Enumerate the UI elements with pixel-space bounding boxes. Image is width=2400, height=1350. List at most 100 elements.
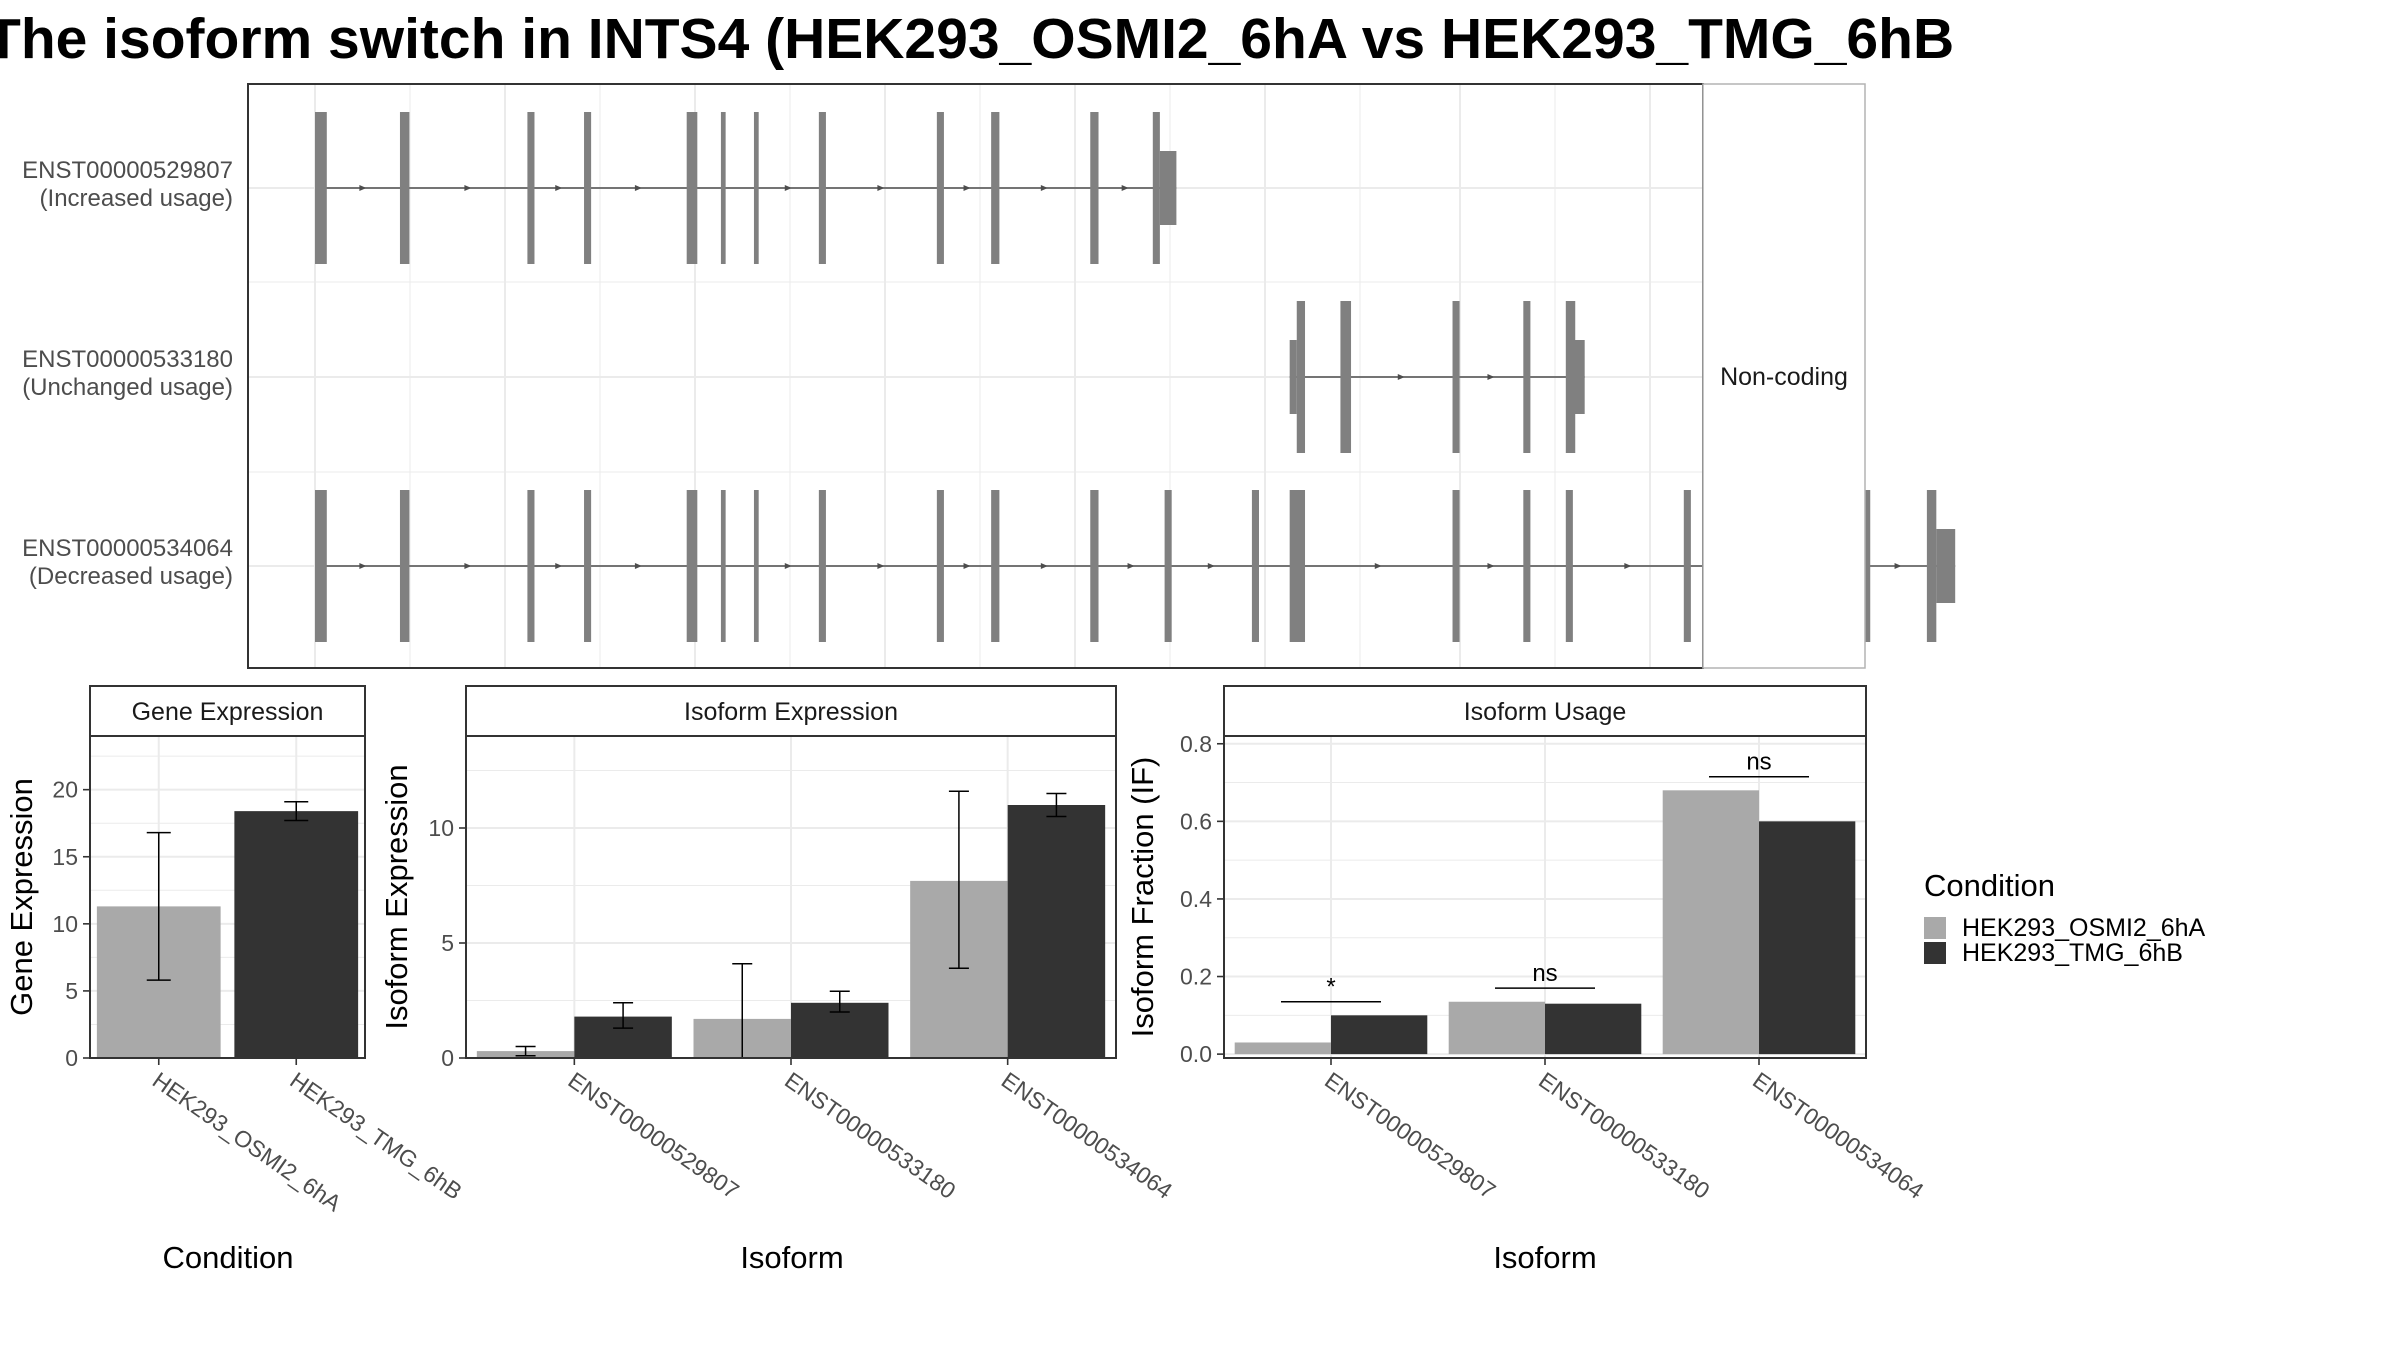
transcript-structure-panel: ENST00000529807(Increased usage) ENST0000… (22, 83, 1956, 669)
exon-block (1090, 112, 1099, 264)
transcript-id-label: ENST00000533180 (22, 346, 233, 373)
error-bar (284, 800, 309, 822)
exon-block (1251, 490, 1259, 642)
error-bar (146, 831, 171, 981)
y-tick-label: 0 (441, 1045, 454, 1071)
exon-block (1452, 490, 1460, 642)
panel-strip-label: Gene Expression (132, 698, 324, 726)
direction-arrow (963, 563, 971, 569)
x-tick-label: ENST00000533180 (1534, 1067, 1714, 1204)
exon-block (1090, 490, 1099, 642)
exon-block (991, 490, 1000, 642)
transcript-status-label: (Increased usage) (40, 185, 233, 212)
direction-arrow (1207, 563, 1215, 569)
direction-arrow (784, 563, 792, 569)
y-tick-label: 0 (65, 1045, 78, 1071)
legend-item-label: HEK293_OSMI2_6hA (1962, 914, 2206, 942)
non-coding-strip-label: Non-coding (1720, 363, 1848, 391)
direction-arrow (877, 185, 885, 191)
direction-arrow (1894, 563, 1902, 569)
direction-arrow (634, 185, 642, 191)
legend-title: Condition (1924, 868, 2055, 903)
panel-strip-label: Isoform Usage (1464, 698, 1627, 726)
bar-panel: 0.0 0.2 0.4 0.6 0.8 * ns ns Isoform Usage ENST000… (1125, 685, 1929, 1275)
panel-strip (465, 685, 1117, 737)
bar (1545, 1003, 1642, 1055)
direction-arrow (634, 563, 642, 569)
direction-arrow (1374, 563, 1382, 569)
legend-swatch (1924, 917, 1946, 939)
transcript-status-label: (Unchanged usage) (22, 374, 233, 401)
error-bar (613, 1002, 634, 1029)
exon-block (1340, 301, 1352, 453)
significance-label: ns (1532, 960, 1557, 987)
error-bar (1046, 792, 1067, 818)
transcript-track (1289, 301, 1585, 453)
exon-block (936, 112, 944, 264)
utr-block (1289, 340, 1297, 414)
exon-block (584, 490, 592, 642)
legend-item-label: HEK293_TMG_6hB (1962, 939, 2183, 967)
exon-block (584, 112, 592, 264)
non-coding-strip (1702, 83, 1866, 669)
bar (1234, 1042, 1331, 1055)
exon-block (818, 490, 826, 642)
y-tick-label: 5 (65, 978, 78, 1004)
exon-block (527, 490, 535, 642)
exon-block (315, 490, 327, 642)
bar (1448, 1001, 1545, 1055)
direction-arrow (359, 185, 367, 191)
y-tick-label: 20 (52, 777, 78, 803)
bar (1759, 821, 1856, 1055)
exon-block (527, 112, 535, 264)
exon-block (1523, 301, 1531, 453)
x-tick-label: ENST00000529807 (1320, 1067, 1500, 1204)
figure-title: The isoform switch in INTS4 (HEK293_OSMI… (0, 7, 1954, 71)
utr-block (1936, 529, 1956, 603)
bar (1662, 790, 1759, 1055)
direction-arrow (1040, 185, 1048, 191)
direction-arrow (1121, 185, 1129, 191)
exon-block (1152, 112, 1160, 264)
direction-arrow (1624, 563, 1632, 569)
direction-arrow (464, 185, 472, 191)
error-bar (948, 790, 969, 970)
exon-block (1452, 301, 1460, 453)
exon-block (818, 112, 826, 264)
y-tick-label: 0.6 (1180, 808, 1212, 834)
y-axis-title: Gene Expression (4, 778, 39, 1016)
exon-block (315, 112, 327, 264)
y-tick-label: 10 (428, 815, 454, 841)
y-tick-label: 0.0 (1180, 1041, 1212, 1067)
significance-label: * (1326, 974, 1335, 1001)
transcript-id-label: ENST00000529807 (22, 157, 233, 184)
exon-block (1926, 490, 1937, 642)
x-tick-label: ENST00000529807 (563, 1067, 743, 1204)
exon-block (991, 112, 1000, 264)
direction-arrow (963, 185, 971, 191)
y-axis-title: Isoform Fraction (IF) (1125, 757, 1160, 1038)
exon-block (1164, 490, 1172, 642)
y-tick-label: 0.8 (1180, 731, 1212, 757)
exon-block (1565, 301, 1576, 453)
exon-block (1863, 490, 1871, 642)
direction-arrow (555, 185, 563, 191)
significance-label: ns (1746, 749, 1771, 776)
x-axis-title: Condition (163, 1240, 294, 1275)
exon-block (1523, 490, 1531, 642)
y-tick-label: 0.2 (1180, 964, 1212, 990)
y-tick-label: 0.4 (1180, 886, 1212, 912)
x-axis-title: Isoform (740, 1240, 843, 1275)
direction-arrow (877, 563, 885, 569)
y-axis-title: Isoform Expression (379, 764, 414, 1029)
exon-block (1565, 490, 1573, 642)
exon-block (753, 112, 759, 264)
exon-block (720, 490, 726, 642)
legend-swatch (1924, 942, 1946, 964)
panel-strip-label: Isoform Expression (684, 698, 898, 726)
x-axis-title: Isoform (1493, 1240, 1596, 1275)
exon-block (399, 112, 410, 264)
